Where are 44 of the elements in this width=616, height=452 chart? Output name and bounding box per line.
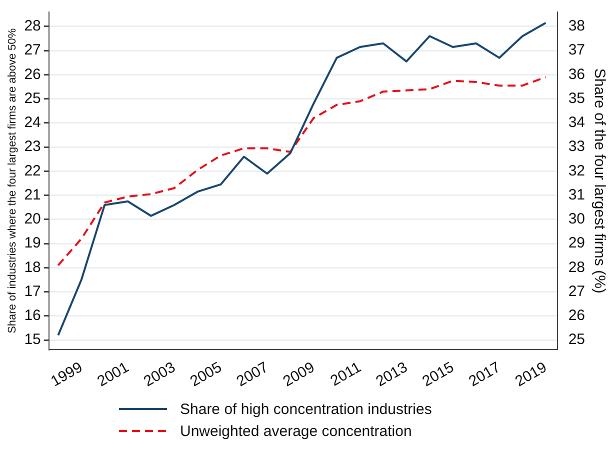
y2-tick-label: 36 [568,66,586,83]
y-tick-label: 17 [24,282,41,300]
x-tick-label: 2001 [94,358,132,390]
x-tick-label: 2019 [512,358,550,390]
x-tick-label: 2013 [373,358,410,390]
x-tick-label: 2005 [187,358,225,390]
x-tick-label: 2011 [328,358,364,390]
y-tick-label: 15 [24,331,41,348]
x-tick-label: 2017 [466,358,504,390]
y-tick-label: 21 [24,186,41,204]
y-tick-label: 23 [24,138,41,156]
legend-label: Unweighted average concentration [180,422,412,440]
x-tick-label: 2009 [280,358,318,390]
y-tick-label: 18 [24,258,41,276]
y-tick-label: 27 [24,42,41,59]
y2-tick-label: 33 [568,138,586,156]
y2-tick-label: 25 [568,331,586,348]
y-tick-label: 19 [24,234,41,252]
y2-tick-label: 26 [568,307,586,324]
x-tick-label: 2003 [140,358,178,390]
y2-tick-label: 28 [568,258,586,276]
y2-tick-label: 37 [568,42,586,59]
legend-label: Share of high concentration industries [180,400,432,418]
x-tick-label: 2007 [234,358,272,390]
y2-tick-label: 27 [568,282,586,300]
y2-tick-label: 38 [568,18,586,35]
y-tick-label: 20 [24,210,41,228]
y-tick-label: 22 [24,162,41,180]
x-tick-label: 1999 [48,358,86,390]
y2-tick-label: 31 [568,186,586,204]
y2-tick-label: 32 [568,162,586,180]
y2-tick-label: 35 [568,90,586,107]
y-tick-label: 26 [24,66,41,83]
y2-tick-label: 34 [568,114,586,132]
line-series [57,76,547,266]
x-tick-label: 2015 [420,358,457,390]
y-tick-label: 16 [24,307,41,324]
y2-tick-label: 30 [568,210,586,228]
y-tick-label: 24 [24,114,41,132]
y2-axis-title: Share of the four largest firms (%) [590,68,608,294]
y-axis-title: Share of industries where the four largest firms are above 50% [6,28,19,334]
y-tick-label: 25 [24,90,41,107]
y2-tick-label: 29 [568,234,586,252]
y-tick-label: 28 [24,18,41,35]
